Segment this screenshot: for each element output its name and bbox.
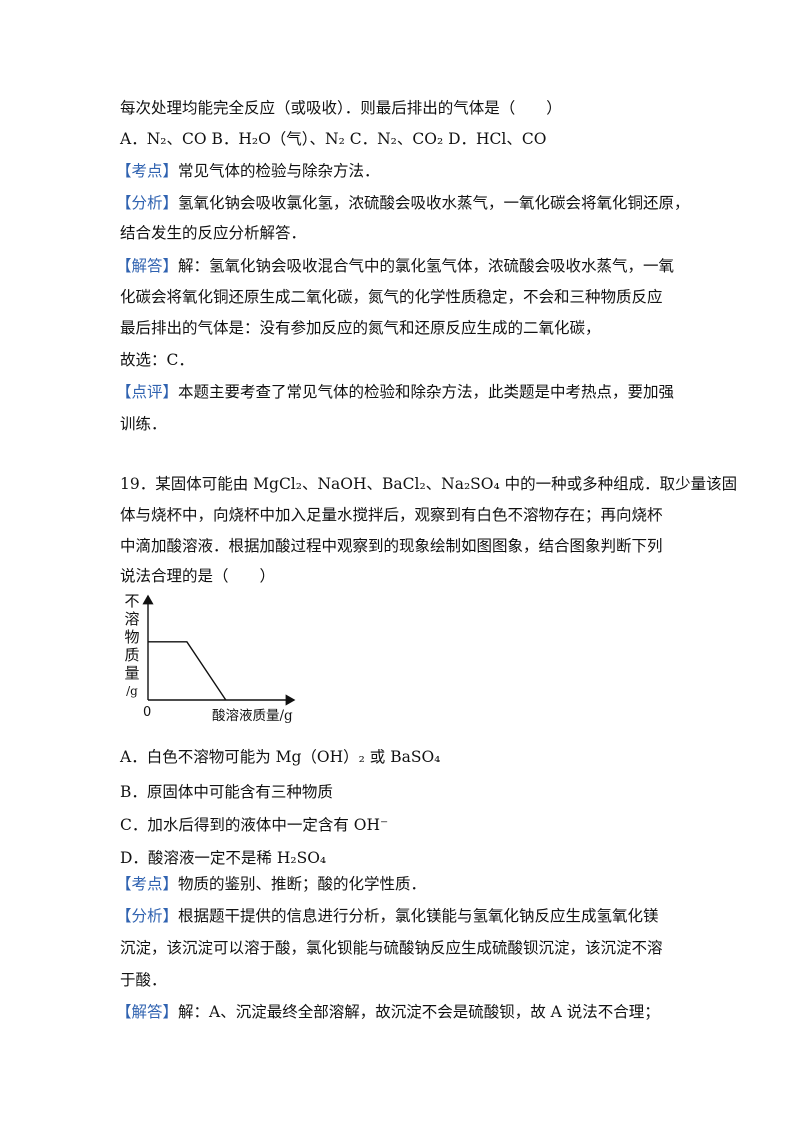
origin-label: 0: [143, 705, 152, 720]
graph-svg: [142, 594, 296, 706]
q18-jieda-cont-1: 化碳会将氧化铜还原生成二氧化碳，氮气的化学性质稳定，不会和三种物质反应: [120, 288, 663, 306]
q18-jieda-cont-3: 故选：C．: [120, 351, 194, 369]
jieda-text: 解：氢氧化钠会吸收混合气中的氯化氢气体，浓硫酸会吸收水蒸气，一氧: [178, 257, 675, 275]
kaodian-text: 物质的鉴别、推断；酸的化学性质．: [178, 875, 427, 893]
q19-fenxi-cont-2: 于酸．: [120, 971, 167, 989]
q19-option-a: A．白色不溶物可能为 Mg（OH）₂ 或 BaSO₄: [120, 748, 441, 766]
x-axis-label: 酸溶液质量/g: [212, 708, 293, 724]
dianping-tag: 【点评】: [116, 383, 179, 401]
fenxi-tag: 【分析】: [116, 907, 179, 925]
fenxi-tag: 【分析】: [116, 194, 179, 212]
q18-dianping: 【点评】本题主要考查了常见气体的检验和除杂方法，此类题是中考热点，要加强: [116, 382, 674, 402]
kaodian-tag: 【考点】: [116, 875, 179, 893]
jieda-tag: 【解答】: [116, 257, 179, 275]
q19-stem-3: 中滴加酸溶液．根据加酸过程中观察到的现象绘制如图图象，结合图象判断下列: [120, 537, 663, 555]
q19-option-d: D．酸溶液一定不是稀 H₂SO₄: [120, 849, 327, 867]
q19-stem-4: 说法合理的是（ ）: [120, 567, 276, 585]
y-axis-label: 不溶物质量/g: [124, 592, 140, 698]
q19-option-b: B．原固体中可能含有三种物质: [120, 783, 333, 801]
q19-jieda: 【解答】解：A、沉淀最终全部溶解，故沉淀不会是硫酸钡，故 A 说法不合理；: [116, 1002, 660, 1022]
dianping-text: 本题主要考查了常见气体的检验和除杂方法，此类题是中考热点，要加强: [178, 383, 675, 401]
jieda-tag: 【解答】: [116, 1003, 179, 1021]
fenxi-text: 氢氧化钠会吸收氯化氢，浓硫酸会吸收水蒸气，一氧化碳会将氧化铜还原，: [178, 194, 690, 212]
q18-dianping-cont: 训练．: [120, 415, 167, 433]
q18-fenxi: 【分析】氢氧化钠会吸收氯化氢，浓硫酸会吸收水蒸气，一氧化碳会将氧化铜还原，: [116, 193, 690, 213]
kaodian-text: 常见气体的检验与除杂方法．: [178, 162, 380, 180]
kaodian-tag: 【考点】: [116, 162, 179, 180]
q19-kaodian: 【考点】物质的鉴别、推断；酸的化学性质．: [116, 874, 426, 894]
q19-stem-2: 体与烧杯中，向烧杯中加入足量水搅拌后，观察到有白色不溶物存在；再向烧杯: [120, 506, 663, 524]
q19-stem-1: 19．某固体可能由 MgCl₂、NaOH、BaCl₂、Na₂SO₄ 中的一种或多…: [120, 475, 738, 493]
q18-jieda: 【解答】解：氢氧化钠会吸收混合气中的氯化氢气体，浓硫酸会吸收水蒸气，一氧: [116, 256, 674, 276]
q18-stem-tail: 每次处理均能完全反应（或吸收）．则最后排出的气体是（ ）: [120, 99, 562, 117]
q19-option-c: C．加水后得到的液体中一定含有 OH⁻: [120, 816, 389, 834]
q18-kaodian: 【考点】常见气体的检验与除杂方法．: [116, 161, 380, 181]
q19-fenxi-cont-1: 沉淀，该沉淀可以溶于酸，氯化钡能与硫酸钠反应生成硫酸钡沉淀，该沉淀不溶: [120, 939, 663, 957]
q19-graph: 不溶物质量/g 0 酸溶液质量/g: [118, 592, 298, 724]
q18-fenxi-cont: 结合发生的反应分析解答．: [120, 224, 307, 242]
fenxi-text: 根据题干提供的信息进行分析，氯化镁能与氢氧化钠反应生成氢氧化镁: [178, 907, 659, 925]
q18-jieda-cont-2: 最后排出的气体是：没有参加反应的氮气和还原反应生成的二氧化碳，: [120, 319, 601, 337]
q18-options: A．N₂、CO B．H₂O（气）、N₂ C．N₂、CO₂ D．HCl、CO: [120, 130, 547, 148]
jieda-text: 解：A、沉淀最终全部溶解，故沉淀不会是硫酸钡，故 A 说法不合理；: [178, 1003, 660, 1021]
series-line-0: [148, 641, 227, 701]
q19-fenxi: 【分析】根据题干提供的信息进行分析，氯化镁能与氢氧化钠反应生成氢氧化镁: [116, 906, 659, 926]
